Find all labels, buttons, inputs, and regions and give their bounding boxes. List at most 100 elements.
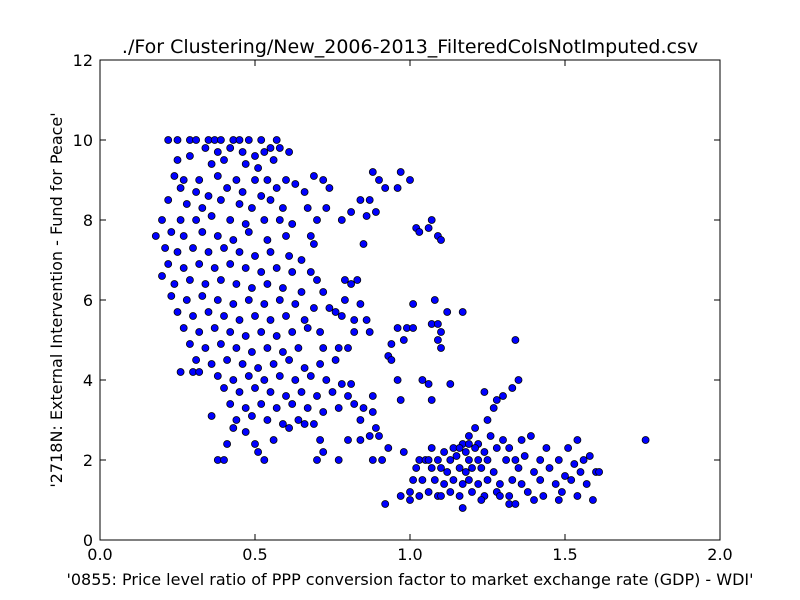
data-point	[185, 340, 194, 348]
data-point	[257, 328, 266, 336]
data-point	[294, 416, 303, 424]
data-point	[204, 308, 213, 316]
data-point	[446, 488, 455, 496]
data-point	[474, 456, 483, 464]
y-tick-label: 12	[73, 51, 93, 70]
data-point	[368, 168, 377, 176]
data-point	[449, 476, 458, 484]
data-point	[216, 276, 225, 284]
data-point	[344, 344, 352, 352]
data-point	[359, 404, 368, 412]
data-point	[393, 376, 402, 384]
data-point	[347, 380, 356, 388]
data-point	[406, 496, 414, 504]
chart-title: ./For Clustering/New_2006-2013_FilteredC…	[122, 36, 698, 58]
data-point	[241, 404, 250, 412]
data-point	[278, 284, 287, 292]
y-tick-label: 2	[83, 451, 93, 470]
data-point	[399, 448, 408, 456]
data-point	[430, 476, 439, 484]
data-point	[272, 264, 281, 272]
data-point	[195, 176, 204, 184]
data-point	[269, 156, 278, 164]
data-point	[282, 176, 290, 184]
data-point	[334, 456, 343, 464]
data-point	[176, 216, 185, 224]
data-point	[263, 236, 272, 244]
data-point	[309, 420, 318, 428]
data-point	[257, 268, 266, 276]
data-point	[306, 268, 315, 276]
data-point	[319, 176, 328, 184]
data-point	[278, 204, 287, 212]
data-point	[263, 176, 272, 184]
data-point	[517, 480, 526, 488]
data-point	[576, 468, 585, 476]
data-point	[288, 400, 297, 408]
data-point	[489, 468, 498, 476]
data-point	[514, 376, 523, 384]
data-point	[489, 404, 498, 412]
data-point	[471, 444, 480, 452]
data-point	[499, 392, 507, 400]
data-point	[167, 292, 176, 300]
data-point	[508, 476, 517, 484]
data-point	[282, 312, 290, 320]
data-point	[247, 284, 256, 292]
data-point	[244, 228, 253, 236]
data-point	[173, 308, 182, 316]
data-point	[381, 500, 390, 508]
data-point	[325, 304, 334, 312]
data-point	[319, 408, 328, 416]
data-point	[316, 328, 325, 336]
data-point	[173, 248, 182, 256]
data-point	[195, 260, 204, 268]
data-point	[340, 296, 349, 304]
data-point	[204, 248, 213, 256]
data-point	[223, 440, 232, 448]
data-point	[309, 304, 318, 312]
data-point	[424, 488, 433, 496]
data-point	[567, 476, 576, 484]
data-point	[309, 172, 318, 180]
data-point	[316, 360, 325, 368]
data-point	[176, 368, 185, 376]
data-point	[319, 448, 328, 456]
data-point	[251, 252, 259, 260]
data-point	[589, 496, 597, 504]
data-point	[266, 316, 275, 324]
data-point	[495, 480, 504, 488]
data-point	[257, 192, 266, 200]
data-point	[182, 296, 191, 304]
data-point	[185, 152, 194, 160]
data-point	[263, 416, 272, 424]
data-point	[455, 464, 464, 472]
data-point	[368, 408, 377, 416]
data-point	[464, 440, 473, 448]
data-point	[511, 456, 520, 464]
data-point	[511, 500, 520, 508]
data-point	[201, 144, 210, 152]
data-point	[418, 376, 427, 384]
data-point	[368, 456, 377, 464]
data-point	[353, 276, 362, 284]
data-point	[527, 432, 535, 440]
data-point	[396, 168, 405, 176]
data-point	[483, 456, 492, 464]
data-point	[247, 412, 256, 420]
data-point	[427, 216, 436, 224]
data-point	[192, 136, 201, 144]
data-point	[220, 156, 228, 164]
data-point	[266, 196, 275, 204]
data-point	[251, 176, 259, 184]
data-point	[505, 444, 514, 452]
data-point	[238, 188, 247, 196]
data-point	[530, 468, 538, 476]
data-point	[495, 492, 504, 500]
data-point	[251, 440, 259, 448]
data-point	[241, 160, 250, 168]
data-point	[235, 200, 244, 208]
data-point	[477, 496, 486, 504]
data-point	[272, 184, 281, 192]
data-point	[247, 204, 256, 212]
